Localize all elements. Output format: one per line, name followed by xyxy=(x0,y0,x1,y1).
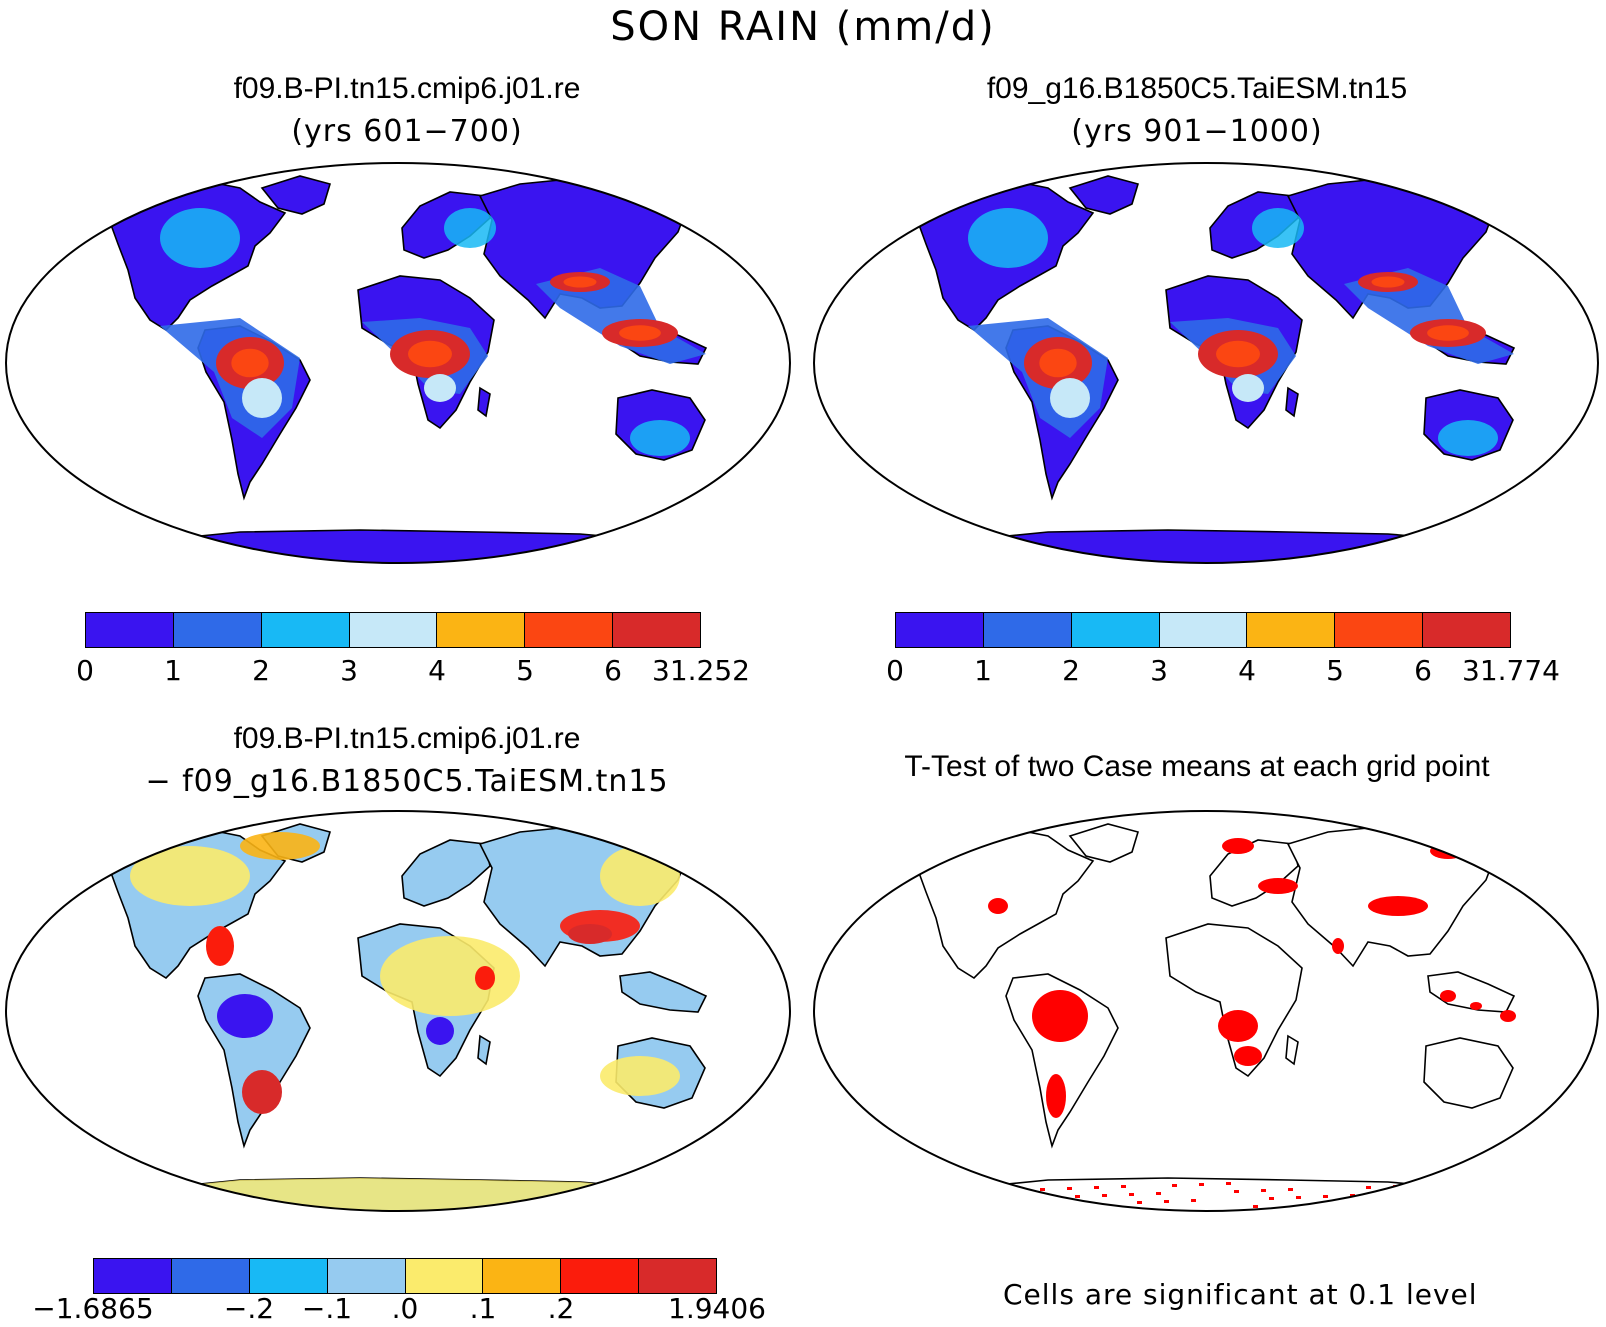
colorbar-swatch xyxy=(983,613,1072,647)
colorbar-swatch xyxy=(249,1259,328,1293)
colorbar-tick-label: .2 xyxy=(547,1292,575,1325)
panel4-map xyxy=(813,810,1599,1212)
colorbar-tick-label: 2 xyxy=(1062,654,1080,687)
land-greenland xyxy=(260,175,332,215)
colorbar-tick-label: 5 xyxy=(1326,654,1344,687)
panel3-title: f09.B-PI.tn15.cmip6.j01.re xyxy=(233,722,581,755)
colorbar-swatch xyxy=(1247,613,1336,647)
panel3-map xyxy=(5,810,791,1212)
colorbar-tick-label: 5 xyxy=(516,654,534,687)
colorbar-swatch xyxy=(173,613,262,647)
colorbar-tick-label: −1.6865 xyxy=(32,1292,154,1325)
colorbar-swatch xyxy=(1071,613,1160,647)
colorbar-tick-label: 4 xyxy=(428,654,446,687)
land-madagascar xyxy=(1285,386,1299,418)
colorbar-tick-label: 6 xyxy=(604,654,622,687)
panel2-title: f09_g16.B1850C5.TaiESM.tn15 xyxy=(986,72,1408,105)
panel3-colorbar-labels: −1.6865 −.2 −.1 .0 .1 .2 1.9406 xyxy=(32,1292,766,1326)
panel1-title: f09.B-PI.tn15.cmip6.j01.re xyxy=(233,72,581,105)
panel1-colorbar xyxy=(85,612,701,648)
colorbar-tick-label: 1 xyxy=(974,654,992,687)
colorbar-tick-label: 1.9406 xyxy=(668,1292,766,1325)
panel2-subtitle: (yrs 901−1000) xyxy=(1071,114,1323,149)
panel3-colorbar xyxy=(93,1258,717,1294)
colorbar-swatch xyxy=(561,1259,640,1293)
colorbar-swatch xyxy=(896,613,984,647)
colorbar-tick-label: .0 xyxy=(391,1292,419,1325)
colorbar-tick-label: 1 xyxy=(164,654,182,687)
colorbar-swatch xyxy=(1335,613,1424,647)
land-australia xyxy=(1423,1037,1514,1109)
panel1-map xyxy=(5,162,791,564)
land-madagascar xyxy=(1285,1034,1299,1066)
colorbar-tick-label: 2 xyxy=(252,654,270,687)
colorbar-swatch xyxy=(349,613,438,647)
panel2-colorbar xyxy=(895,612,1511,648)
land-greenland xyxy=(1068,823,1140,863)
colorbar-swatch xyxy=(1159,613,1248,647)
panel3-subtitle: − f09_g16.B1850C5.TaiESM.tn15 xyxy=(145,764,669,799)
colorbar-swatch xyxy=(1423,613,1511,647)
land-madagascar xyxy=(477,386,491,418)
colorbar-tick-label: 31.252 xyxy=(652,654,750,687)
colorbar-tick-label: 0 xyxy=(886,654,904,687)
colorbar-tick-label: 6 xyxy=(1414,654,1432,687)
colorbar-swatch xyxy=(437,613,526,647)
panel2-colorbar-labels: 0 1 2 3 4 5 6 31.774 xyxy=(886,654,1560,688)
colorbar-tick-label: −.2 xyxy=(223,1292,275,1325)
land-europe xyxy=(401,839,491,907)
figure-title: SON RAIN (mm/d) xyxy=(610,4,996,50)
land-africa xyxy=(1165,923,1303,1078)
colorbar-tick-label: 0 xyxy=(76,654,94,687)
colorbar-swatch xyxy=(405,1259,484,1293)
colorbar-swatch xyxy=(483,1259,562,1293)
colorbar-swatch xyxy=(94,1259,172,1293)
panel1-subtitle: (yrs 601−700) xyxy=(291,114,523,149)
colorbar-tick-label: −.1 xyxy=(301,1292,353,1325)
land-madagascar xyxy=(477,1034,491,1066)
colorbar-swatch xyxy=(525,613,614,647)
colorbar-swatch xyxy=(613,613,701,647)
colorbar-tick-label: 3 xyxy=(1150,654,1168,687)
land-greenland xyxy=(1068,175,1140,215)
colorbar-swatch xyxy=(261,613,350,647)
panel4-title: T-Test of two Case means at each grid po… xyxy=(904,750,1490,783)
colorbar-tick-label: .1 xyxy=(469,1292,497,1325)
colorbar-swatch xyxy=(86,613,174,647)
colorbar-tick-label: 3 xyxy=(340,654,358,687)
colorbar-tick-label: 4 xyxy=(1238,654,1256,687)
colorbar-swatch xyxy=(171,1259,250,1293)
colorbar-swatch xyxy=(639,1259,716,1293)
panel1-colorbar-labels: 0 1 2 3 4 5 6 31.252 xyxy=(76,654,750,688)
significance-note: Cells are significant at 0.1 level xyxy=(1003,1278,1478,1311)
colorbar-swatch xyxy=(327,1259,406,1293)
land-seAsia xyxy=(619,971,708,1013)
panel2-map xyxy=(813,162,1599,564)
colorbar-tick-label: 31.774 xyxy=(1462,654,1560,687)
